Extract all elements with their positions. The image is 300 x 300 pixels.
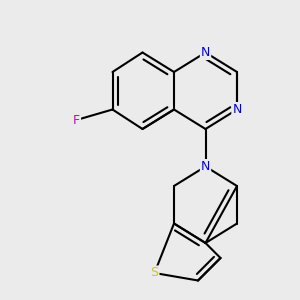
Text: N: N: [201, 46, 210, 59]
Text: F: F: [73, 113, 80, 127]
Text: N: N: [201, 160, 210, 173]
Text: N: N: [232, 103, 242, 116]
Text: S: S: [151, 266, 158, 280]
